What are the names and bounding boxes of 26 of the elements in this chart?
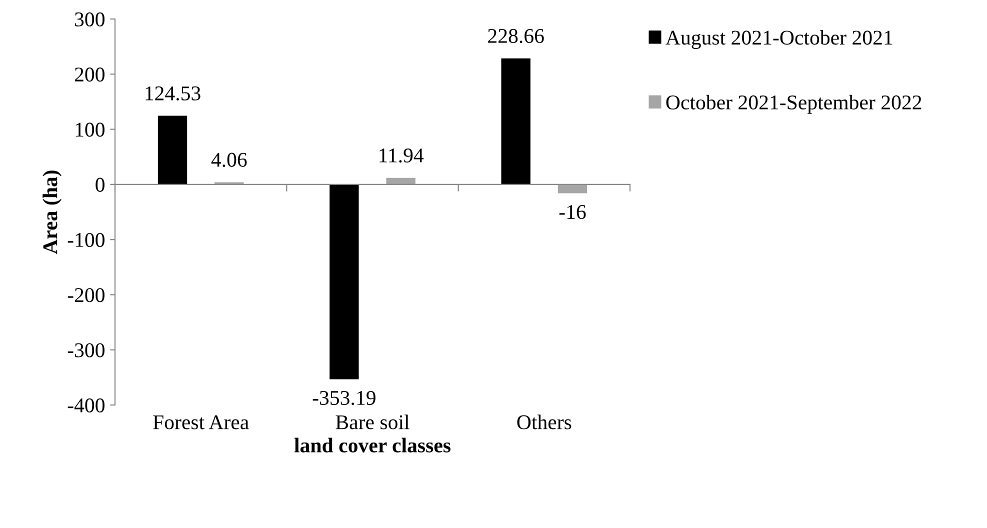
y-tick-label: -400 xyxy=(68,398,104,412)
bar xyxy=(330,184,359,380)
y-tick-label: 200 xyxy=(74,68,104,82)
y-tick-label: -100 xyxy=(68,232,104,248)
bar xyxy=(158,116,188,184)
y-tick-label: 100 xyxy=(76,122,104,137)
y-tick-label: 0 xyxy=(96,178,104,192)
data-label: -16 xyxy=(559,205,586,220)
x-tick-label: Others xyxy=(517,414,572,430)
y-tick-label: -300 xyxy=(68,343,104,358)
data-label: 228.66 xyxy=(488,28,544,44)
bar xyxy=(558,184,588,194)
y-tick-label: -200 xyxy=(68,288,104,302)
legend-label: October 2021-September 2022 xyxy=(666,94,922,114)
data-label: -353.19 xyxy=(312,390,376,406)
bar xyxy=(386,178,416,184)
x-tick-label: Bare soil xyxy=(336,414,410,430)
y-axis-title: Area (ha) xyxy=(42,170,62,254)
x-axis-title: land cover classes xyxy=(294,438,450,452)
bar xyxy=(501,58,530,184)
data-label: 11.94 xyxy=(380,148,424,163)
y-tick-label: 300 xyxy=(75,12,104,26)
x-tick-label: Forest Area xyxy=(153,415,249,430)
data-label: 4.06 xyxy=(211,152,247,167)
legend-label: August 2021-October 2021 xyxy=(666,30,892,49)
data-label: 124.53 xyxy=(146,86,200,101)
